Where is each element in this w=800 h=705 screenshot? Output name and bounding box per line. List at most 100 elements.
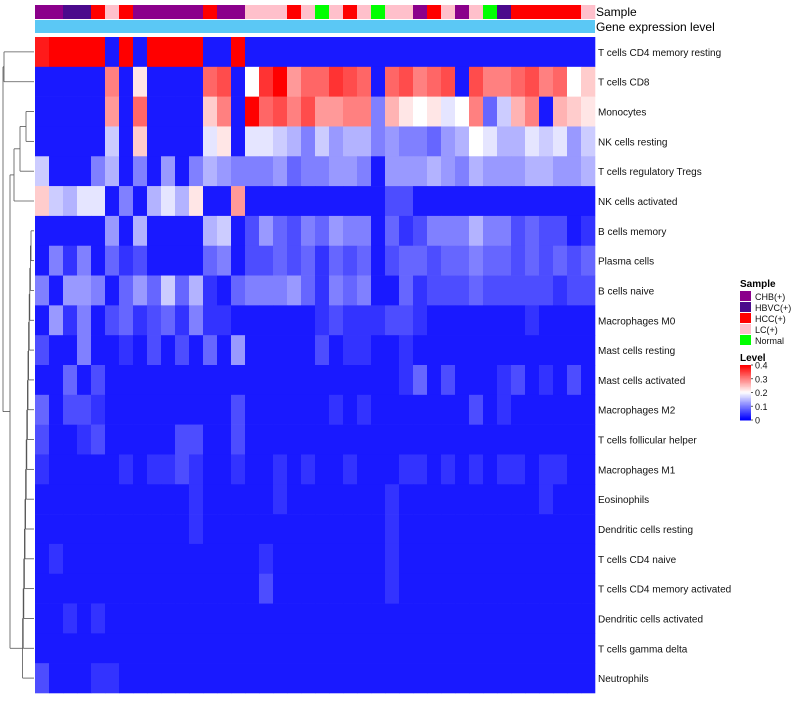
heatmap-cell [203,275,218,306]
legend-level-gradient-band [740,387,751,389]
heatmap-cell [231,424,246,455]
row-label: Eosinophils [598,495,649,506]
heatmap-cell [357,663,372,694]
heatmap-cell [231,514,246,545]
heatmap-cell [133,663,148,694]
heatmap-cell [35,186,50,217]
heatmap-cell [455,156,470,187]
heatmap-cell [385,126,400,157]
legend-level-gradient-band [740,411,751,414]
heatmap-cell [301,126,316,157]
heatmap-cell [133,424,148,455]
heatmap-cell [357,215,372,247]
heatmap-cell [147,484,162,515]
heatmap-cell [371,335,386,366]
legend-level-tick-label: 0 [755,416,760,426]
heatmap-cell [189,573,204,604]
heatmap-cell [217,424,232,455]
heatmap-cell [203,96,218,127]
heatmap-cell [581,514,596,545]
heatmap-cell [133,454,148,485]
heatmap-cell [175,245,190,276]
heatmap-cell [119,275,134,306]
heatmap-cell [315,573,330,604]
heatmap-cell [231,215,246,247]
heatmap-cell [217,514,232,545]
heatmap-cell [77,573,92,604]
heatmap-cell [77,394,92,425]
row-label: T cells CD4 memory activated [598,585,731,596]
heatmap-cell [63,96,78,127]
heatmap-cell [161,424,176,455]
legend-level-gradient-band [740,378,751,381]
heatmap-cell [385,484,400,515]
heatmap-cell [329,335,344,366]
heatmap-cell [441,394,456,425]
heatmap-cell [343,305,358,336]
heatmap-cell [77,37,92,68]
legend-level-gradient-band [740,376,751,378]
heatmap-cell [525,454,540,485]
heatmap-cell [581,305,596,336]
sample-annotation-cell [455,5,470,19]
heatmap-cell [273,156,288,187]
heatmap-cell [329,663,344,694]
heatmap-cell [259,335,274,366]
heatmap-cell [245,543,260,575]
heatmap-cell [231,126,246,157]
heatmap-cell [357,633,372,664]
sample-annotation-cell [91,5,106,19]
heatmap-cell [371,215,386,247]
heatmap-cell [161,126,176,157]
heatmap-cell [441,37,456,68]
heatmap-cell [483,514,498,545]
heatmap-cell [315,66,330,97]
heatmap-cell [175,96,190,127]
heatmap-cell [427,126,442,157]
heatmap-cell [539,156,554,187]
heatmap-cell [427,37,442,68]
heatmap-cell [371,394,386,425]
heatmap-cell [567,126,582,157]
heatmap-cell [133,66,148,97]
heatmap-cell [63,305,78,336]
heatmap-cell [231,663,246,694]
legend-level-title: Level [740,353,766,364]
heatmap-cell [567,245,582,276]
heatmap-cell [581,603,596,634]
heatmap-cell [91,186,106,217]
heatmap-cell [231,305,246,336]
heatmap-cell [301,484,316,515]
heatmap-cell [133,394,148,425]
heatmap-cell [483,454,498,485]
heatmap-cell [441,96,456,127]
heatmap-cell [525,514,540,545]
heatmap-cell [357,156,372,187]
heatmap-cell [567,275,582,306]
heatmap-cell [315,245,330,276]
heatmap-cell [343,245,358,276]
heatmap-cell [329,96,344,127]
heatmap-cell [343,126,358,157]
heatmap-cell [203,543,218,575]
heatmap-cell [245,663,260,694]
heatmap-cell [567,573,582,604]
heatmap-cell [385,394,400,425]
row-label: T cells regulatory Tregs [598,167,702,178]
heatmap-cell [455,215,470,247]
heatmap-cell [301,215,316,247]
heatmap-cell [273,573,288,604]
heatmap-cell [329,454,344,485]
heatmap-cell [539,514,554,545]
heatmap-cell [399,424,414,455]
heatmap-cell [315,394,330,425]
heatmap-cell [273,37,288,68]
legend-level-gradient-band [740,417,751,420]
heatmap-cell [119,186,134,217]
heatmap-cell [35,215,50,247]
sample-annotation-cell [35,5,50,19]
heatmap-cell [189,424,204,455]
heatmap-cell [217,454,232,485]
heatmap-cell [105,37,120,68]
heatmap-cell [441,603,456,634]
